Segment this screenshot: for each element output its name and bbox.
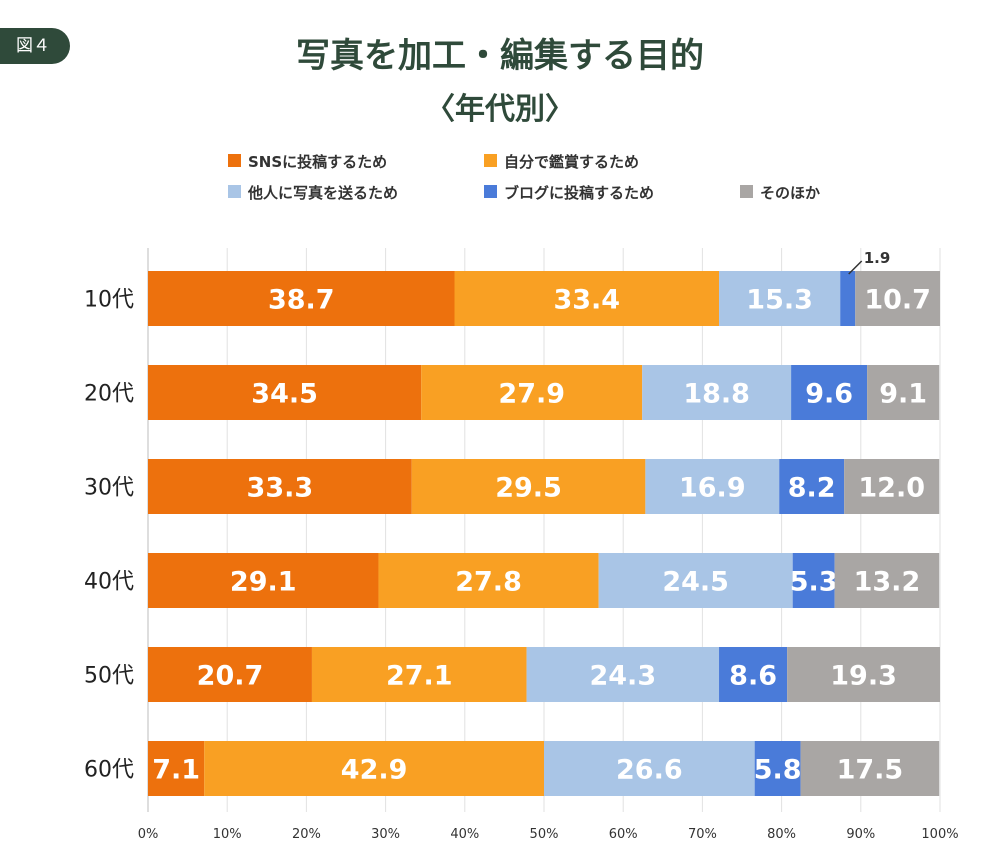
- bar-segment: [526, 647, 720, 702]
- bars: 38.7 33.4 15.3 10.7 34.5 27.9 18.8 9.6 9.1 33.3 29…: [148, 271, 940, 796]
- annotation-leader: [848, 260, 863, 275]
- bar-value-label: 34.5: [251, 379, 318, 410]
- bar-segment: [779, 459, 845, 514]
- bar-value-label: 26.6: [616, 755, 683, 786]
- legend-label-1: SNSに投稿するため: [248, 153, 387, 171]
- category-label: 20代: [84, 382, 134, 407]
- bar-segment: [598, 553, 793, 608]
- category-label: 60代: [84, 758, 134, 783]
- bar-segment: [411, 459, 646, 514]
- legend-swatch-3: [228, 185, 241, 198]
- legend-swatch-1: [228, 154, 241, 167]
- bar-segment: [454, 271, 720, 326]
- legend-label-3: 他人に写真を送るため: [247, 184, 398, 202]
- bar-value-label: 19.3: [830, 661, 897, 692]
- bar-segment: [421, 365, 643, 420]
- bar-segment: [787, 647, 940, 702]
- bar-value-label: 7.1: [152, 755, 200, 786]
- bar-value-label: 8.2: [788, 473, 836, 504]
- bar-segment: [867, 365, 940, 420]
- bar-segment: [791, 365, 868, 420]
- legend-swatch-4: [484, 185, 497, 198]
- grid: [147, 248, 941, 812]
- bar-segment: [792, 553, 835, 608]
- bar-value-label: 27.9: [498, 379, 565, 410]
- x-tick-label: 20%: [292, 827, 321, 842]
- x-tick-label: 10%: [213, 827, 242, 842]
- bar-segment: [855, 271, 940, 326]
- legend-label-5: そのほか: [760, 184, 820, 202]
- bar-segment: [844, 459, 940, 514]
- bar-value-label: 27.1: [386, 661, 453, 692]
- bar-segment: [645, 459, 780, 514]
- bar-segment: [719, 271, 841, 326]
- bar-value-label: 33.3: [247, 473, 314, 504]
- bar-segment: [800, 741, 940, 796]
- bar-segment: [311, 647, 527, 702]
- annotations: 1.9: [848, 249, 891, 275]
- bar-value-label: 16.9: [679, 473, 746, 504]
- bar-value-label: 8.6: [729, 661, 777, 692]
- bar-value-label: 27.8: [455, 567, 522, 598]
- x-tick-label: 50%: [530, 827, 559, 842]
- bar-segment: [204, 741, 544, 796]
- category-labels: 10代 20代 30代 40代 50代 60代: [84, 288, 134, 783]
- bar-value-label: 5.8: [754, 755, 802, 786]
- bar-value-label: 24.5: [662, 567, 729, 598]
- bar-segment: [378, 553, 599, 608]
- legend-label-2: 自分で鑑賞するため: [504, 153, 639, 171]
- bar-value-label: 17.5: [837, 755, 904, 786]
- chart-title: 写真を加工・編集する目的: [296, 36, 704, 76]
- bar-segment: [719, 647, 788, 702]
- bar-segment: [148, 553, 379, 608]
- category-label: 40代: [84, 570, 134, 595]
- bar-value-label: 29.1: [230, 567, 297, 598]
- x-tick-label: 60%: [609, 827, 638, 842]
- bar-value-label: 20.7: [197, 661, 264, 692]
- x-tick-label: 40%: [450, 827, 479, 842]
- bar-value-label: 33.4: [553, 285, 620, 316]
- bar-value-label: 15.3: [746, 285, 813, 316]
- legend-swatch-2: [484, 154, 497, 167]
- x-tick-labels: 0% 10% 20% 30% 40% 50% 60% 70% 80% 90% 100%: [138, 827, 959, 842]
- bar-value-label: 24.3: [589, 661, 656, 692]
- x-tick-label: 100%: [921, 827, 958, 842]
- bar-segment: [642, 365, 792, 420]
- bar-value-label: 9.1: [879, 379, 927, 410]
- category-label: 30代: [84, 476, 134, 501]
- bar-value-label: 42.9: [341, 755, 408, 786]
- x-tick-label: 0%: [138, 827, 159, 842]
- bar-value-label: 29.5: [495, 473, 562, 504]
- bar-segment: [148, 741, 205, 796]
- legend-swatch-5: [740, 185, 753, 198]
- x-tick-label: 30%: [371, 827, 400, 842]
- bar-value-label: 18.8: [683, 379, 750, 410]
- bar-value-label: 13.2: [854, 567, 921, 598]
- bar-value-label: 5.3: [790, 567, 838, 598]
- chart-subtitle: 〈年代別〉: [425, 92, 575, 127]
- x-tick-label: 70%: [688, 827, 717, 842]
- figure-badge: 図４: [0, 28, 70, 64]
- bar-segment: [544, 741, 755, 796]
- bar-segment: [754, 741, 801, 796]
- category-label: 10代: [84, 288, 134, 313]
- bar-value-label: 9.6: [805, 379, 853, 410]
- bar-segment: [148, 271, 455, 326]
- bar-value-label: 38.7: [268, 285, 335, 316]
- bar-segment: [148, 365, 422, 420]
- annotation-label: 1.9: [864, 249, 891, 267]
- x-tick-label: 90%: [846, 827, 875, 842]
- bar-segment: [148, 459, 412, 514]
- x-tick-label: 80%: [767, 827, 796, 842]
- category-label: 50代: [84, 664, 134, 689]
- bar-segment: [840, 271, 856, 326]
- bar-value-label: 12.0: [858, 473, 925, 504]
- legend-label-4: ブログに投稿するため: [504, 184, 654, 202]
- bar-segment: [148, 647, 312, 702]
- bar-value-label: 10.7: [864, 285, 931, 316]
- bar-segment: [834, 553, 940, 608]
